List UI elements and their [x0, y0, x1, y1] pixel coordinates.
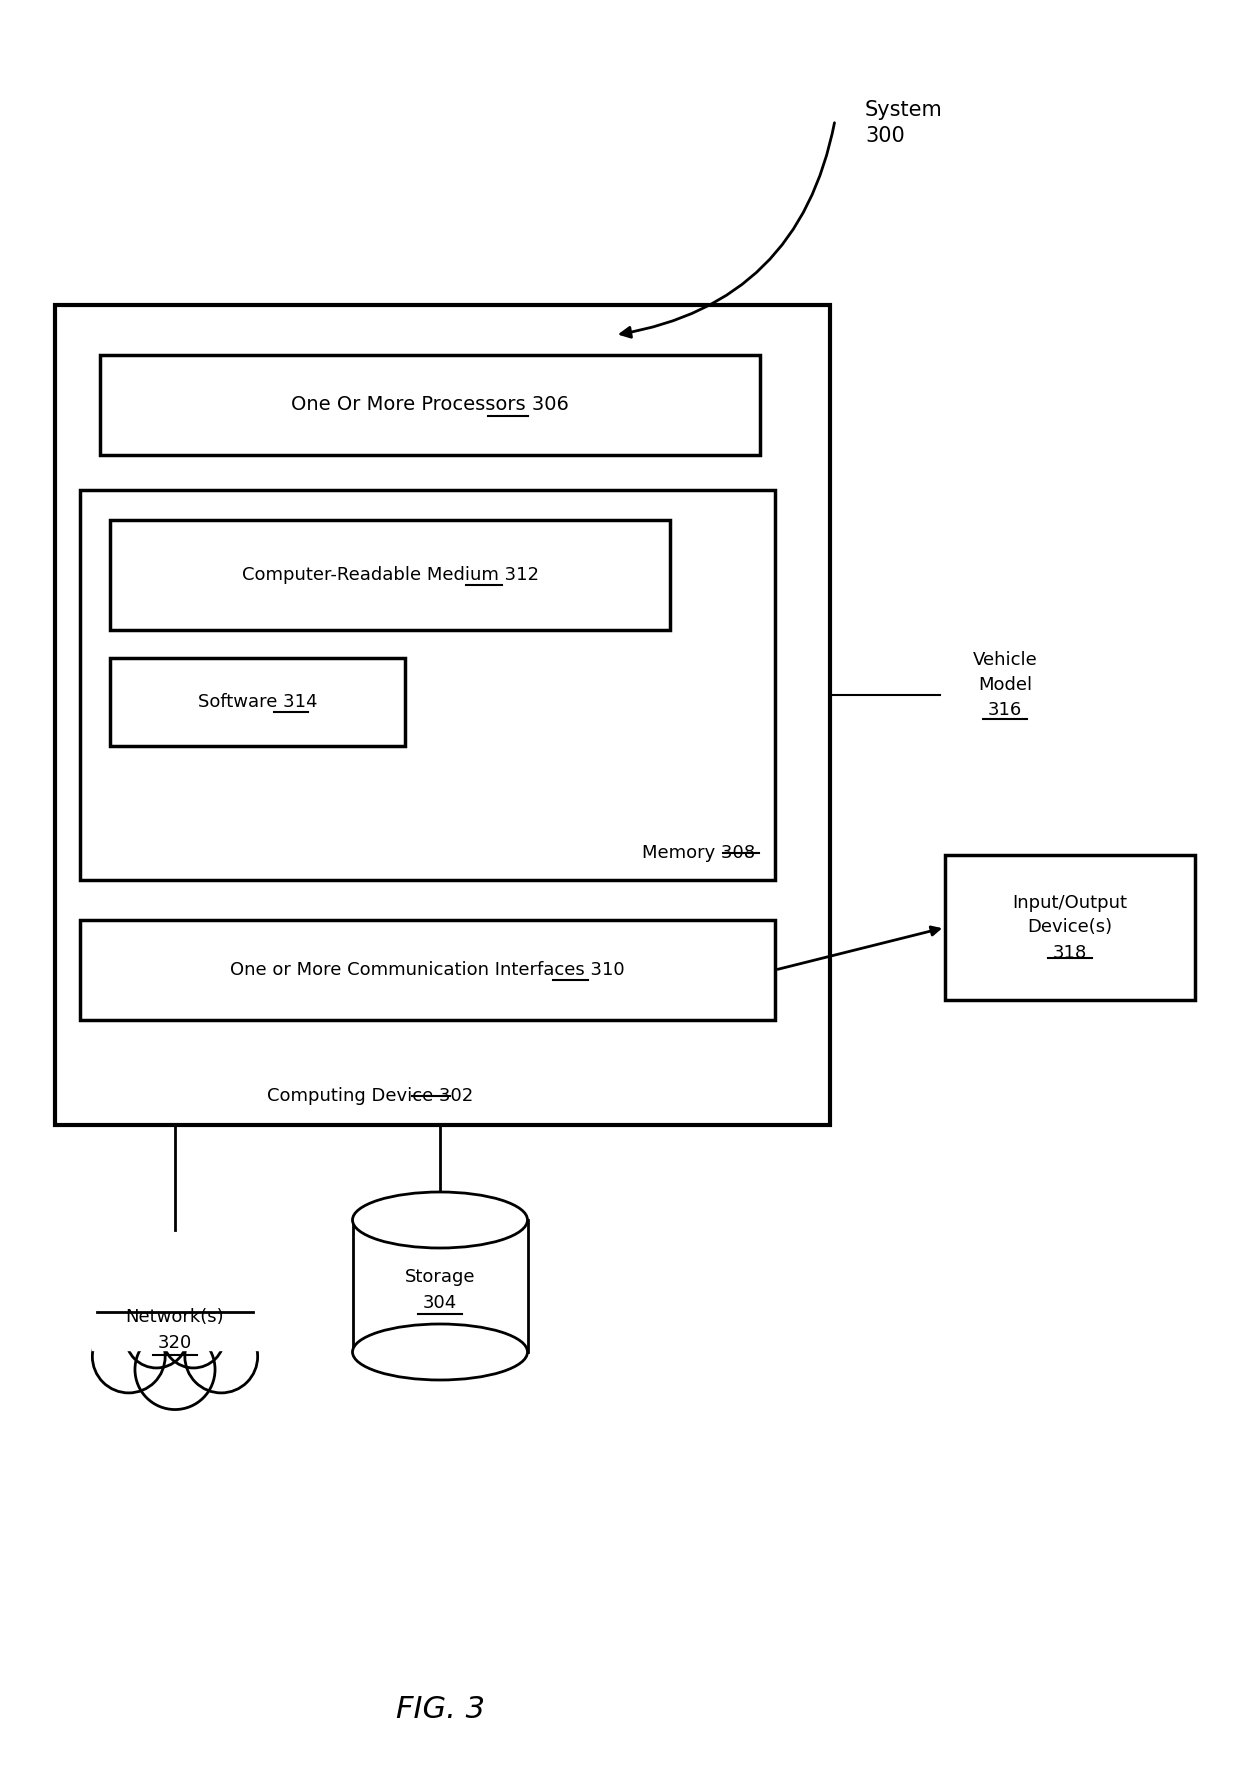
Text: Software 314: Software 314	[197, 694, 317, 712]
Circle shape	[92, 1320, 165, 1393]
Ellipse shape	[352, 1324, 527, 1381]
Bar	[352, 1220, 527, 1352]
Text: Network(s)
320: Network(s) 320	[125, 1308, 224, 1352]
Circle shape	[125, 1306, 187, 1368]
Bar	[110, 520, 670, 630]
Text: Computer-Readable Medium 312: Computer-Readable Medium 312	[242, 566, 538, 584]
Bar	[110, 658, 405, 745]
Circle shape	[162, 1306, 224, 1368]
Bar	[100, 356, 760, 455]
Text: System
300: System 300	[866, 99, 942, 147]
Circle shape	[185, 1320, 258, 1393]
Bar	[945, 855, 1195, 1000]
Text: Computing Device 302: Computing Device 302	[267, 1087, 474, 1104]
Bar	[81, 920, 775, 1020]
Bar	[81, 490, 775, 880]
Bar	[55, 304, 830, 1126]
Bar	[92, 1301, 258, 1351]
Ellipse shape	[352, 1191, 527, 1248]
Text: Storage
304: Storage 304	[404, 1269, 475, 1312]
Text: FIG. 3: FIG. 3	[396, 1696, 485, 1724]
Circle shape	[135, 1329, 215, 1409]
Text: Vehicle
Model
316: Vehicle Model 316	[972, 651, 1038, 719]
Text: One Or More Processors 306: One Or More Processors 306	[291, 395, 569, 414]
Text: One or More Communication Interfaces 310: One or More Communication Interfaces 310	[231, 961, 625, 979]
Text: Input/Output
Device(s)
318: Input/Output Device(s) 318	[1013, 894, 1127, 961]
Text: Memory 308: Memory 308	[642, 844, 755, 862]
